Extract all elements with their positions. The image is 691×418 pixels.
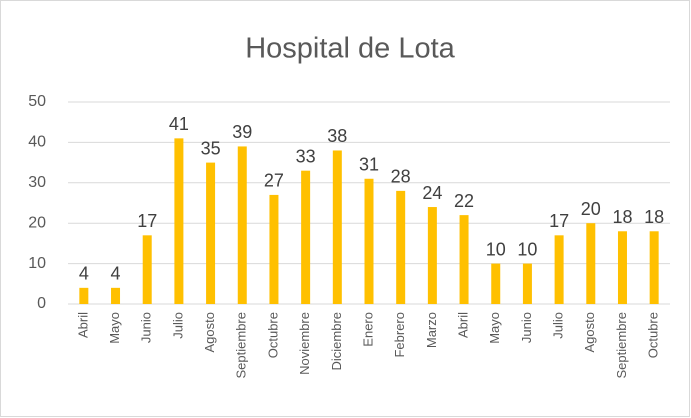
x-tick-label: Julio — [551, 312, 566, 339]
x-tick-label: Marzo — [424, 312, 439, 348]
x-tick-label: Diciembre — [329, 312, 344, 371]
x-tick-label: Mayo — [487, 312, 502, 344]
bar — [586, 223, 596, 304]
x-tick-label: Agosto — [582, 312, 597, 352]
value-label: 17 — [137, 211, 157, 231]
bar — [554, 235, 564, 304]
bar — [301, 170, 311, 304]
value-label: 18 — [612, 207, 632, 227]
x-tick-label: Enero — [360, 312, 375, 347]
x-tick-label: Septiembre — [614, 312, 629, 378]
bar — [459, 215, 469, 304]
x-tick-label: Julio — [170, 312, 185, 339]
bar — [649, 231, 659, 304]
y-tick-label: 40 — [28, 134, 46, 151]
chart-title: Hospital de Lota — [245, 33, 455, 65]
bar — [522, 263, 532, 304]
value-label: 10 — [486, 239, 506, 259]
value-label: 31 — [359, 155, 379, 175]
x-tick-label: Abril — [75, 312, 90, 338]
value-label: 18 — [644, 207, 664, 227]
y-tick-label: 0 — [37, 295, 46, 312]
bar — [269, 194, 279, 304]
bar — [206, 162, 216, 304]
bar — [396, 190, 406, 304]
bar — [427, 207, 437, 304]
value-label: 4 — [111, 264, 121, 284]
bar — [617, 231, 627, 304]
bar — [491, 263, 501, 304]
value-label: 39 — [232, 122, 252, 142]
y-tick-label: 20 — [28, 214, 46, 231]
value-label: 24 — [422, 183, 442, 203]
value-label: 27 — [264, 171, 284, 191]
x-tick-label: Junio — [519, 312, 534, 343]
bar — [174, 138, 184, 304]
value-label: 33 — [296, 146, 316, 166]
value-label: 38 — [327, 126, 347, 146]
x-tick-label: Junio — [139, 312, 154, 343]
x-tick-label: Noviembre — [297, 312, 312, 375]
y-tick-label: 50 — [28, 93, 46, 110]
value-label: 35 — [201, 138, 221, 158]
y-tick-label: 10 — [28, 255, 46, 272]
x-tick-label: Septiembre — [234, 312, 249, 378]
bar — [332, 150, 342, 304]
value-label: 20 — [581, 199, 601, 219]
value-label: 28 — [391, 167, 411, 187]
value-label: 22 — [454, 191, 474, 211]
x-tick-label: Octubre — [265, 312, 280, 358]
value-label: 17 — [549, 211, 569, 231]
bar — [111, 287, 121, 304]
x-tick-label: Octubre — [646, 312, 661, 358]
x-tick-label: Agosto — [202, 312, 217, 352]
value-label: 4 — [79, 264, 89, 284]
y-tick-label: 30 — [28, 174, 46, 191]
x-tick-label: Mayo — [107, 312, 122, 344]
value-label: 10 — [517, 239, 537, 259]
bar — [237, 146, 247, 304]
value-label: 41 — [169, 114, 189, 134]
x-tick-label: Febrero — [392, 312, 407, 358]
x-tick-label: Abril — [455, 312, 470, 338]
bar — [79, 287, 89, 304]
bar — [142, 235, 152, 304]
bar — [364, 178, 374, 304]
